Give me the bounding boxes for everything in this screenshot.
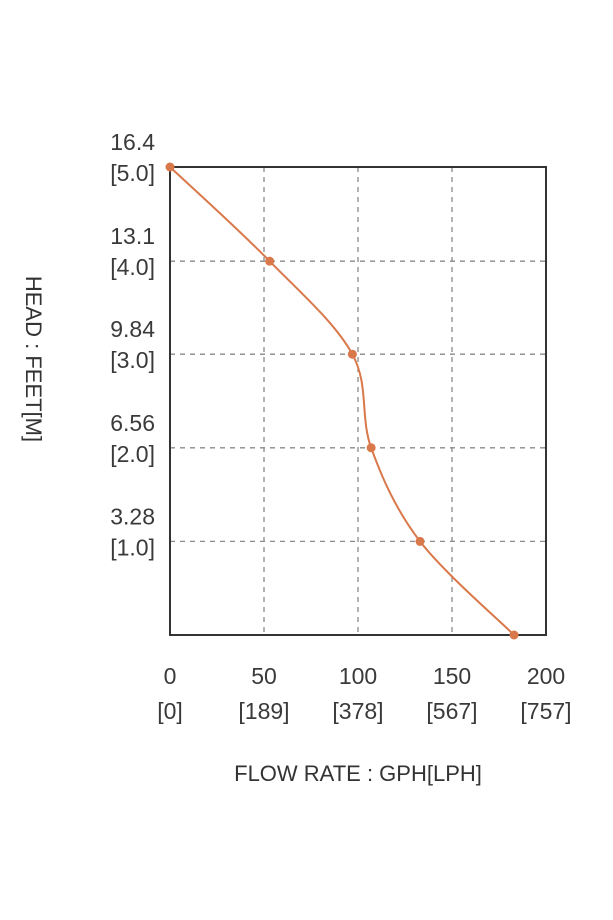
x-tick-labels: 0 [0] 50 [189] 100 [378] 150 [567] 200 [757]	[157, 663, 571, 724]
data-point-4	[415, 536, 425, 546]
x-tick-sublabel-1: [189]	[238, 698, 289, 724]
data-point-2	[347, 349, 357, 359]
data-point-1	[265, 256, 275, 266]
x-tick-label-3: 150	[433, 663, 471, 689]
y-tick-sublabel-3: [2.0]	[110, 441, 155, 467]
y-tick-label-3: 6.56	[110, 410, 155, 436]
y-tick-sublabel-2: [3.0]	[110, 347, 155, 373]
x-tick-sublabel-4: [757]	[520, 698, 571, 724]
y-tick-labels: 16.4 [5.0] 13.1 [4.0] 9.84 [3.0] 6.56 [2.0] 3.28…	[110, 129, 155, 560]
x-tick-label-1: 50	[251, 663, 277, 689]
y-tick-sublabel-4: [1.0]	[110, 534, 155, 560]
y-tick-label-4: 3.28	[110, 503, 155, 529]
x-tick-sublabel-3: [567]	[426, 698, 477, 724]
data-point-0	[165, 162, 175, 172]
x-tick-label-4: 200	[527, 663, 565, 689]
data-point-3	[366, 443, 376, 453]
y-axis-label: HEAD : FEET[M]	[21, 276, 46, 442]
grid-lines	[170, 167, 546, 635]
x-tick-label-2: 100	[339, 663, 377, 689]
data-point-5	[509, 630, 519, 640]
y-tick-label-2: 9.84	[110, 316, 155, 342]
plot-frame	[169, 166, 547, 636]
x-tick-sublabel-0: [0]	[157, 698, 183, 724]
y-tick-sublabel-0: [5.0]	[110, 160, 155, 186]
y-tick-sublabel-1: [4.0]	[110, 254, 155, 280]
series-line-0	[169, 166, 515, 636]
x-tick-sublabel-2: [378]	[332, 698, 383, 724]
curve-layer	[165, 162, 519, 640]
x-axis-label: FLOW RATE : GPH[LPH]	[234, 761, 482, 786]
x-tick-label-0: 0	[164, 663, 177, 689]
y-tick-label-1: 13.1	[110, 223, 155, 249]
y-tick-label-0: 16.4	[110, 129, 155, 155]
